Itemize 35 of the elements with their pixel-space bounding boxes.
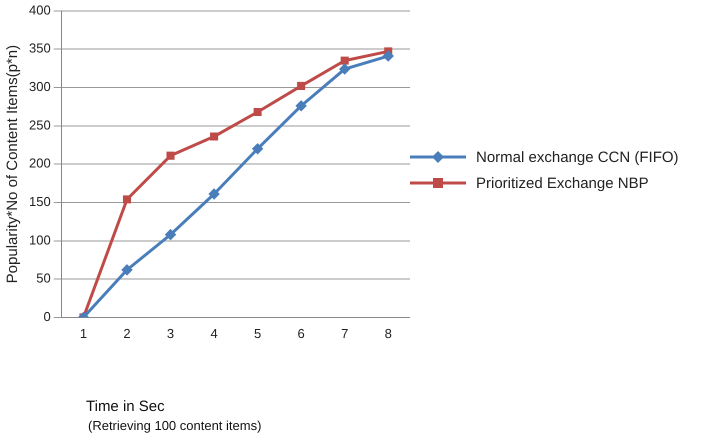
x-tick-label: 4 <box>210 326 218 341</box>
x-tick-label: 5 <box>254 326 262 341</box>
y-tick-label: 350 <box>28 40 51 56</box>
x-tick-label: 6 <box>298 326 305 341</box>
point <box>340 56 349 65</box>
y-tick-label: 300 <box>28 79 51 94</box>
point <box>252 143 264 154</box>
point <box>122 195 132 204</box>
x-tick-label: 3 <box>166 326 174 341</box>
y-tick-label: 400 <box>28 2 51 18</box>
point <box>254 108 262 116</box>
point <box>296 100 307 112</box>
point <box>122 264 132 276</box>
point <box>297 82 306 90</box>
x-tick-label: 8 <box>384 326 392 341</box>
point <box>208 188 220 200</box>
y-tick-label: 100 <box>28 232 51 248</box>
y-tick-label: 250 <box>28 117 51 132</box>
point <box>339 64 350 75</box>
legend-label: Normal exchange CCN (FIFO) <box>476 148 679 166</box>
text: (Retrieving 100 content items) <box>88 418 262 433</box>
point <box>382 50 394 62</box>
point <box>210 132 218 141</box>
y-axis-title: Popularity*No of Content Items(p*n) <box>4 44 22 284</box>
y-tick-label: 50 <box>36 270 51 286</box>
x-tick-label: 1 <box>80 326 88 341</box>
y-tick-label: 150 <box>28 194 51 210</box>
x-axis-title: Time in Sec <box>86 398 165 415</box>
legend-label: Prioritized Exchange NBP <box>476 174 649 192</box>
y-tick-label: 200 <box>28 156 51 171</box>
point <box>166 152 175 160</box>
x-tick-label: 2 <box>123 326 131 341</box>
point <box>165 229 176 240</box>
x-tick-label: 7 <box>341 326 348 341</box>
y-tick-label: 0 <box>43 308 51 324</box>
